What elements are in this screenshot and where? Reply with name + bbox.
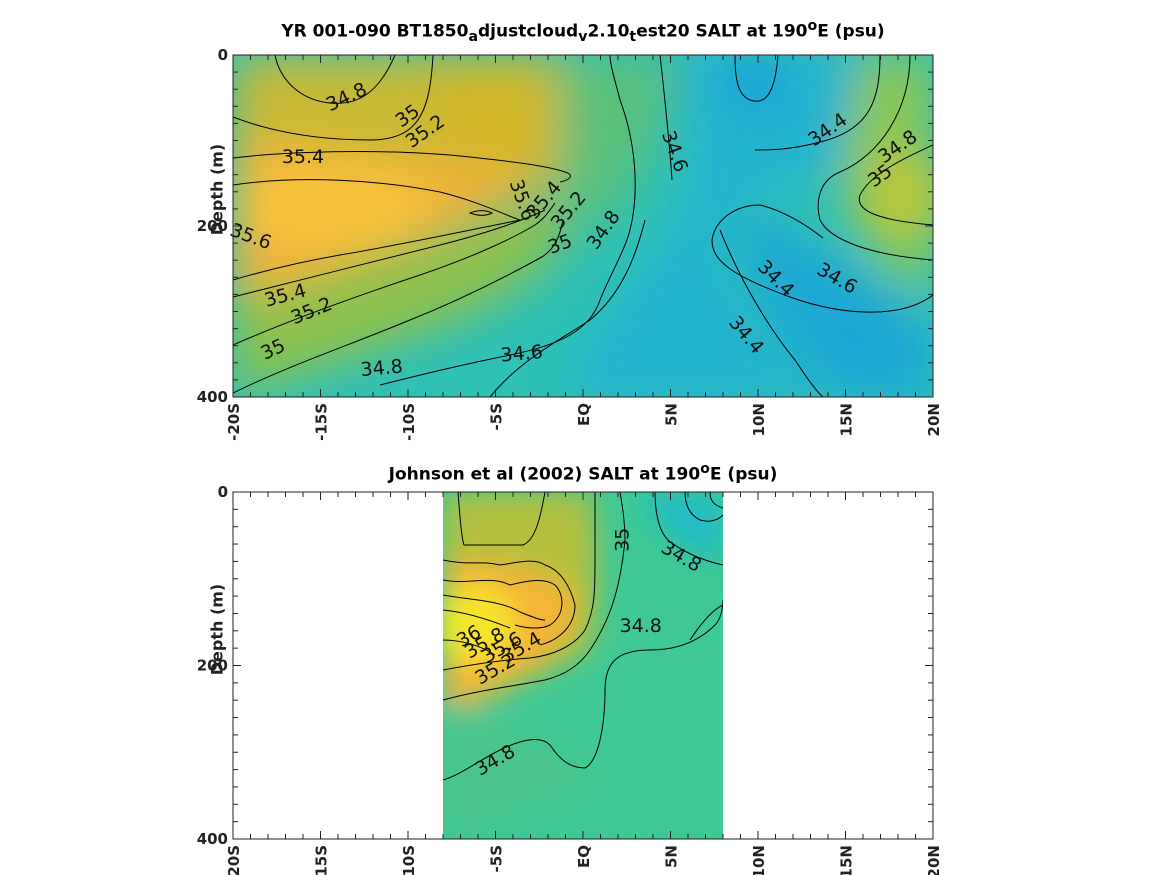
y-tick-label: 200 [197,657,228,675]
x-tick-label: EQ [575,403,593,426]
x-tick-label: 5N [663,845,681,868]
x-tick-label: EQ [575,845,593,868]
y-tick-label: 0 [218,46,228,64]
contour-label: 34.8 [360,355,404,381]
x-tick-label: -15S [313,845,331,875]
x-tick-label: 10N [750,403,768,436]
x-tick-label: -15S [313,403,331,441]
contour-label: 34.6 [500,341,544,367]
contour-label: 34.8 [620,615,662,637]
x-tick-label: -5S [488,403,506,430]
y-tick-label: 0 [218,483,228,501]
contour-lines-top [233,55,933,397]
x-tick-label: 15N [838,403,856,436]
x-tick-label: 15N [838,845,856,875]
x-tick-label: 20N [925,845,943,875]
contour-label: 35.4 [282,146,324,168]
y-tick-label: 400 [197,388,228,406]
x-tick-label: -20S [225,845,243,875]
y-tick-label: 200 [197,217,228,235]
salinity-field-bottom [443,492,723,839]
y-tick-label: 400 [197,830,228,848]
salinity-field-top [233,55,933,397]
contour-label: 35 [612,528,634,552]
x-tick-label: -20S [225,403,243,441]
contour-lines-bottom [443,492,723,781]
x-tick-label: 10N [750,845,768,875]
x-tick-label: -10S [400,845,418,875]
x-tick-label: 20N [925,403,943,436]
x-tick-label: -10S [400,403,418,441]
x-tick-label: -5S [488,845,506,872]
chart-title-bottom: Johnson et al (2002) SALT at 190oE (psu) [388,461,778,485]
chart-title-top: YR 001-090 BT1850adjustcloudv2.10test20 … [281,18,885,46]
x-tick-label: 5N [663,403,681,426]
